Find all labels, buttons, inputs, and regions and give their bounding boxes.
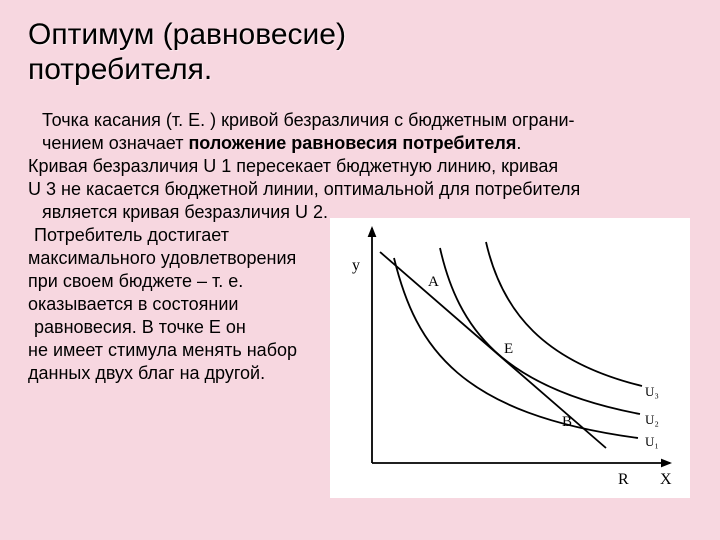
title-line-2: потребителя.	[28, 53, 212, 86]
point-label-E: E	[504, 341, 513, 357]
text-line-4: U 3 не касается бюджетной линии, оптимал…	[28, 178, 692, 201]
curve-label-U3: U₃	[645, 384, 659, 399]
y-axis-label: y	[352, 257, 360, 274]
slide: Оптимум (равновесие) потребителя. Точка …	[0, 0, 720, 540]
point-label-B: B	[562, 414, 572, 430]
text-seg-2a: чением означает	[42, 133, 188, 153]
slide-title: Оптимум (равновесие) потребителя.	[28, 18, 692, 87]
text-line-3: Кривая безразличия U 1 пересекает бюджет…	[28, 155, 692, 178]
curve-label-U1: U₁	[645, 434, 659, 449]
point-label-A: A	[428, 274, 439, 290]
text-line-1: Точка касания (т. Е. ) кривой безразличи…	[28, 109, 692, 132]
chart-bg	[330, 218, 690, 498]
indifference-chart: U₁ U₂ U₃ A E By R X	[330, 218, 690, 498]
x-axis-label-1: X	[660, 471, 672, 488]
chart-svg: U₁ U₂ U₃ A E By R X	[330, 218, 690, 498]
text-line-2: чением означает положение равновесия пот…	[28, 132, 692, 155]
text-seg-2c: .	[516, 133, 521, 153]
x-axis-label-0: R	[618, 471, 629, 488]
curve-label-U2: U₂	[645, 412, 659, 427]
title-line-1: Оптимум (равновесие)	[28, 18, 346, 51]
text-seg-2b: положение равновесия потребителя	[188, 133, 516, 153]
